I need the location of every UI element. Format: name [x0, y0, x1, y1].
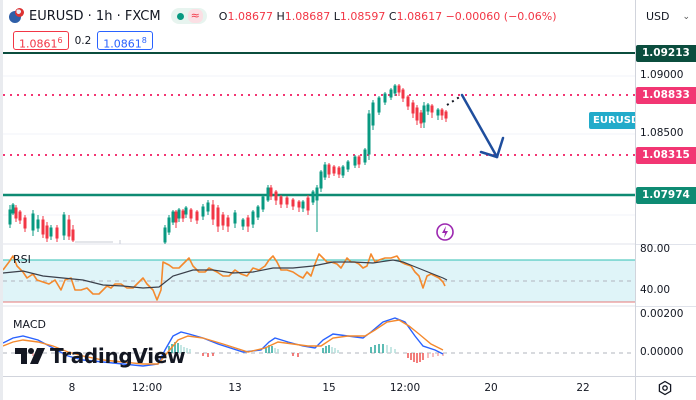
- high-value: 1.08687: [284, 9, 331, 23]
- rsi-label[interactable]: RSI: [13, 253, 31, 266]
- symbol-legend[interactable]: EURUSD · 1h · FXCM ≈ O1.08677 H1.08687 L…: [9, 6, 557, 26]
- time-axis[interactable]: 8 12:00 13 15 12:00 20 22: [3, 376, 696, 400]
- rsi-tick: 80.00: [640, 243, 671, 255]
- time-tick: 20: [484, 382, 498, 394]
- rsi-ma-line: [3, 259, 448, 289]
- sell-button[interactable]: 1.08616: [13, 31, 69, 51]
- time-tick: 22: [576, 382, 590, 394]
- time-tick: 15: [322, 382, 336, 394]
- change-value: −0.00060: [445, 9, 501, 23]
- price-axis[interactable]: USD ⌄ 1.09000 1.08500 1.09213 1.08833 1.…: [635, 0, 696, 376]
- market-open-dot-icon: [176, 12, 184, 20]
- support-price-badge: 1.07974: [636, 187, 696, 204]
- projection-dots: [446, 95, 462, 106]
- resistance-price-badge: 1.09213: [636, 45, 696, 62]
- rsi-tick: 40.00: [640, 284, 671, 296]
- macd-label[interactable]: MACD: [13, 318, 46, 331]
- spread-value: 0.2: [74, 34, 92, 47]
- price-tick: 1.09000: [640, 69, 684, 81]
- currency-label: USD: [646, 10, 670, 23]
- symbol-title[interactable]: EURUSD · 1h · FXCM: [29, 8, 161, 24]
- lower-level-badge: 1.08315: [636, 147, 696, 164]
- status-pill[interactable]: ≈: [170, 8, 207, 24]
- approx-icon: ≈: [187, 9, 203, 23]
- buy-button[interactable]: 1.08618: [97, 31, 153, 51]
- time-tick: 12:00: [131, 382, 163, 394]
- ohlc-values: O1.08677 H1.08687 L1.08597 C1.08617 −0.0…: [218, 9, 557, 23]
- open-value: 1.08677: [227, 9, 273, 23]
- macd-histogram: [32, 342, 444, 363]
- settings-gear-icon[interactable]: [657, 380, 673, 396]
- chart-area[interactable]: EURUSD · 1h · FXCM ≈ O1.08677 H1.08687 L…: [3, 0, 644, 376]
- low-value: 1.08597: [339, 9, 386, 23]
- chart-plot[interactable]: [3, 0, 635, 376]
- quote-panel: 1.08616 0.2 1.08618: [13, 31, 153, 51]
- tradingview-logo[interactable]: TradingView: [15, 344, 186, 368]
- chevron-down-icon: ⌄: [682, 12, 690, 22]
- tradingview-wordmark: TradingView: [50, 344, 186, 368]
- symbol-tag: EURUSD: [589, 112, 644, 129]
- down-arrow-annotation: [460, 93, 505, 159]
- macd-tick: 0.00200: [640, 308, 684, 320]
- signal-line: [3, 319, 444, 365]
- time-tick: 13: [228, 382, 242, 394]
- time-tick: 8: [68, 382, 76, 394]
- rsi-line: [3, 253, 446, 301]
- tradingview-logo-icon: [15, 348, 45, 364]
- currency-selector[interactable]: USD ⌄: [642, 6, 694, 28]
- macd-tick: 0.00000: [640, 346, 684, 358]
- eurusd-flag-icon: [9, 8, 25, 24]
- lightning-bolt-icon[interactable]: [435, 222, 455, 242]
- change-percent: (−0.06%): [503, 9, 557, 23]
- time-tick: 12:00: [389, 382, 421, 394]
- price-tick: 1.08500: [640, 127, 684, 139]
- upper-level-badge: 1.08833: [636, 87, 696, 104]
- close-value: 1.08617: [396, 9, 443, 23]
- candlesticks: [8, 84, 448, 244]
